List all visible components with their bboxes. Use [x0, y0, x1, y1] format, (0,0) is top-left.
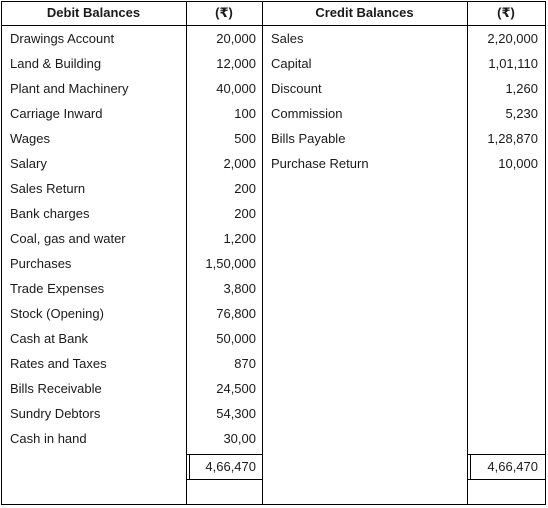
debit-account-label: Sales Return: [10, 181, 86, 196]
credit-account-amount: 5,230: [505, 106, 538, 121]
debit-account-label: Plant and Machinery: [10, 81, 129, 96]
debit-account-label: Coal, gas and water: [10, 231, 126, 246]
table-border-top: [1, 1, 546, 2]
credit-account-label: Commission: [271, 106, 343, 121]
debit-account-label: Rates and Taxes: [10, 356, 107, 371]
debit-total-bottom-rule: [186, 479, 262, 480]
debit-account-label: Stock (Opening): [10, 306, 104, 321]
debit-total-top-rule: [186, 454, 262, 455]
credit-total-top-rule: [467, 454, 545, 455]
column-divider-2: [262, 1, 263, 505]
credit-account-label: Sales: [271, 31, 304, 46]
debit-account-label: Carriage Inward: [10, 106, 103, 121]
header-debit-amount: (₹): [215, 5, 233, 20]
debit-account-amount: 2,000: [223, 156, 256, 171]
debit-account-label: Bills Receivable: [10, 381, 102, 396]
credit-account-label: Bills Payable: [271, 131, 346, 146]
debit-account-amount: 1,200: [223, 231, 256, 246]
debit-account-amount: 50,000: [216, 331, 256, 346]
credit-total-bottom-rule: [467, 479, 545, 480]
header-divider: [1, 25, 546, 26]
credit-total-left-rule: [470, 454, 471, 479]
debit-account-label: Land & Building: [10, 56, 102, 71]
credit-account-label: Capital: [271, 56, 312, 71]
debit-account-label: Bank charges: [10, 206, 90, 221]
debit-total: 4,66,470: [205, 459, 256, 474]
credit-total: 4,66,470: [487, 459, 538, 474]
debit-account-label: Cash at Bank: [10, 331, 89, 346]
debit-account-label: Purchases: [10, 256, 72, 271]
debit-account-label: Salary: [10, 156, 47, 171]
table-border-right: [545, 1, 546, 505]
debit-account-amount: 54,300: [216, 406, 256, 421]
debit-account-amount: 24,500: [216, 381, 256, 396]
column-divider-3: [467, 1, 468, 505]
debit-account-amount: 870: [234, 356, 256, 371]
debit-account-amount: 20,000: [216, 31, 256, 46]
debit-account-label: Sundry Debtors: [10, 406, 101, 421]
debit-total-left-rule: [189, 454, 190, 479]
debit-account-amount: 1,50,000: [205, 256, 256, 271]
header-credit-balances: Credit Balances: [315, 5, 414, 20]
debit-account-label: Drawings Account: [10, 31, 115, 46]
debit-account-label: Cash in hand: [10, 431, 87, 446]
credit-account-label: Discount: [271, 81, 322, 96]
credit-account-amount: 1,01,110: [488, 56, 538, 71]
credit-account-label: Purchase Return: [271, 156, 369, 171]
debit-account-amount: 200: [234, 181, 256, 196]
table-border-left: [1, 1, 2, 505]
debit-account-label: Trade Expenses: [10, 281, 105, 296]
debit-account-amount: 3,800: [223, 281, 256, 296]
debit-account-amount: 12,000: [216, 56, 256, 71]
debit-account-label: Wages: [10, 131, 50, 146]
debit-account-amount: 100: [234, 106, 256, 121]
debit-account-amount: 40,000: [216, 81, 256, 96]
header-debit-balances: Debit Balances: [46, 5, 141, 20]
debit-account-amount: 200: [234, 206, 256, 221]
debit-account-amount: 30,00: [223, 431, 256, 446]
credit-account-amount: 1,28,870: [487, 131, 538, 146]
credit-account-amount: 2,20,000: [487, 31, 538, 46]
table-border-bottom: [1, 504, 546, 505]
credit-account-amount: 1,260: [505, 81, 538, 96]
debit-account-amount: 500: [234, 131, 256, 146]
column-divider-1: [186, 1, 187, 505]
debit-account-amount: 76,800: [216, 306, 256, 321]
header-credit-amount: (₹): [497, 5, 515, 20]
credit-account-amount: 10,000: [498, 156, 538, 171]
